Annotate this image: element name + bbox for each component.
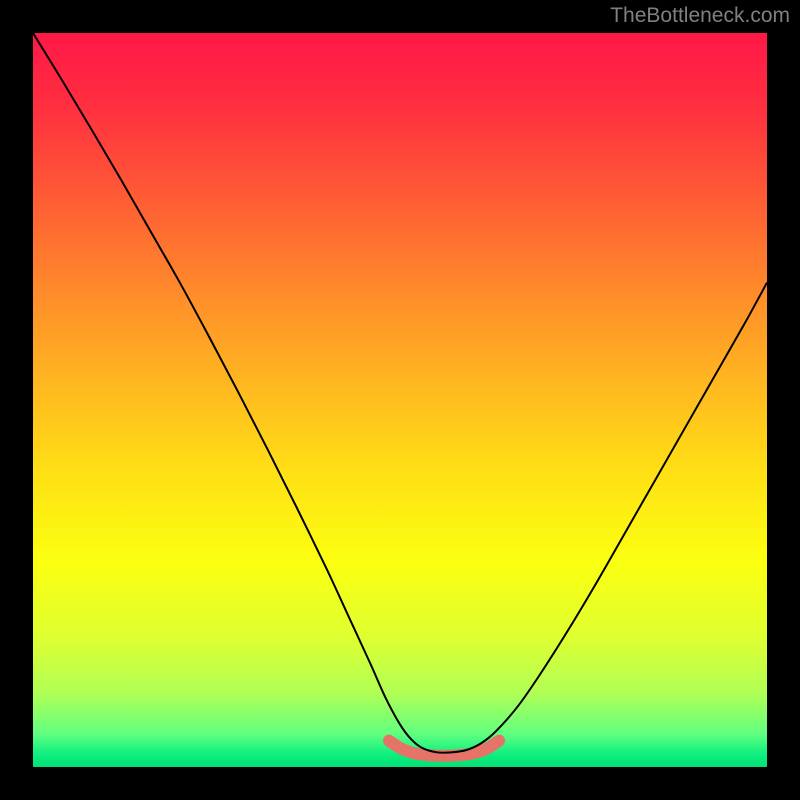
curve-layer (33, 33, 767, 767)
chart-container: TheBottleneck.com (0, 0, 800, 800)
watermark-text: TheBottleneck.com (610, 4, 790, 28)
plot-area (33, 33, 767, 767)
bottleneck-curve (33, 33, 767, 753)
